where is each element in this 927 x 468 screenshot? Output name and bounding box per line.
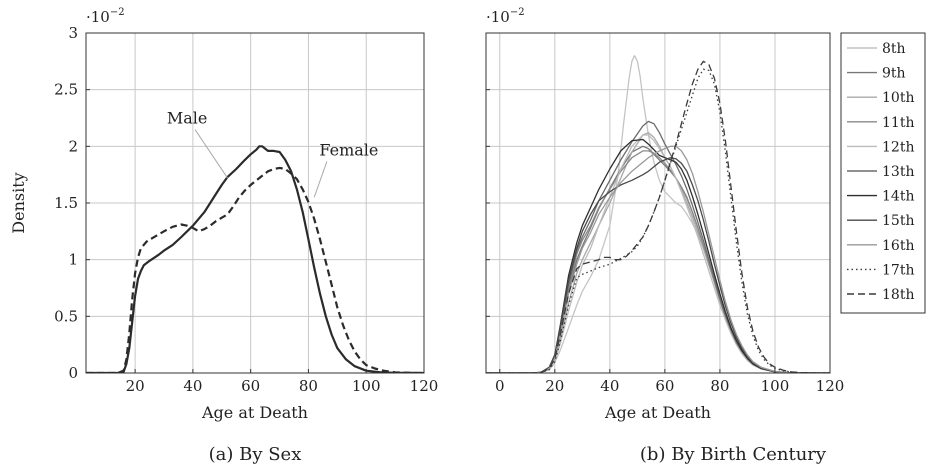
- legend-label-15th: 15th: [882, 213, 914, 229]
- x-tick-label: 100: [761, 377, 790, 395]
- legend-label-14th: 14th: [882, 189, 914, 205]
- x-tick-label: 100: [352, 377, 381, 395]
- legend-label-16th: 16th: [882, 238, 914, 254]
- grid-b: [486, 32, 831, 374]
- series-line-12th: [486, 134, 830, 373]
- legend-b: 8th 9th 10th 11th 12th 13th 14th 15th 16th 17th 18…: [840, 32, 926, 314]
- annotation-leader-female: [313, 161, 328, 198]
- x-tick-label: 120: [816, 377, 845, 395]
- y-scale-label-a: ·10−2: [86, 7, 125, 26]
- series-line-male: [86, 145, 424, 373]
- caption-a: (a) By Sex: [209, 444, 302, 465]
- legend-label-18th: 18th: [882, 287, 914, 303]
- x-tick-label: 80: [710, 377, 729, 395]
- series-group-b: [486, 55, 830, 373]
- x-tick-label: 40: [183, 377, 202, 395]
- legend-label-11th: 11th: [882, 115, 914, 131]
- x-tick-label: 0: [495, 377, 505, 395]
- x-tick-label: 40: [600, 377, 619, 395]
- ticks-b: 0 20 40 60 80 100 120: [486, 32, 845, 395]
- legend-label-9th: 9th: [882, 66, 906, 82]
- legend-label-17th: 17th: [882, 262, 914, 278]
- y-tick-label: 2: [68, 137, 78, 155]
- x-tick-label: 20: [126, 377, 145, 395]
- caption-b: (b) By Birth Century: [640, 444, 827, 465]
- chart-panel-by-sex: 20 40 60 80 100 120 0 0.5 1 1.5 2 2.5 3 ·10−2 Densit…: [9, 7, 438, 465]
- legend-label-13th: 13th: [882, 164, 914, 180]
- legend-label-12th: 12th: [882, 139, 914, 155]
- series-line-17th: [486, 68, 830, 373]
- y-tick-label: 1: [68, 251, 78, 269]
- annotation-female: Female: [319, 140, 378, 159]
- x-tick-label: 60: [241, 377, 260, 395]
- ticks-a: 20 40 60 80 100 120 0 0.5 1 1.5 2 2.5 3: [54, 24, 438, 395]
- x-axis-label-b: Age at Death: [604, 403, 711, 422]
- series-line-8th: [486, 55, 830, 373]
- y-tick-label: 0: [68, 364, 78, 382]
- series-line-14th: [486, 138, 830, 373]
- chart-panel-by-birth-century: 0 20 40 60 80 100 120 ·10−2 Age at Death (b) B…: [485, 7, 926, 465]
- series-line-female: [86, 166, 424, 373]
- x-axis-label-a: Age at Death: [201, 403, 308, 422]
- series-line-11th: [486, 150, 830, 373]
- x-tick-label: 20: [545, 377, 564, 395]
- y-tick-label: 0.5: [54, 307, 78, 325]
- x-tick-label: 120: [410, 377, 439, 395]
- legend-label-10th: 10th: [882, 90, 914, 106]
- grid-a: [86, 32, 425, 374]
- annotation-leader-male: [194, 129, 228, 179]
- y-scale-label-b: ·10−2: [486, 7, 525, 26]
- series-line-15th: [486, 157, 830, 373]
- series-line-18th: [486, 60, 830, 373]
- x-tick-label: 60: [655, 377, 674, 395]
- y-tick-label: 3: [68, 24, 78, 42]
- legend-box: [840, 32, 926, 314]
- y-axis-label-a: Density: [9, 172, 28, 233]
- legend-label-8th: 8th: [882, 41, 906, 57]
- y-tick-label: 1.5: [54, 194, 78, 212]
- series-line-10th: [486, 132, 830, 373]
- annotations-a: Male Female: [167, 109, 378, 198]
- x-tick-label: 80: [299, 377, 318, 395]
- y-tick-label: 2.5: [54, 81, 78, 99]
- series-group-a: [86, 145, 424, 373]
- annotation-male: Male: [167, 109, 208, 128]
